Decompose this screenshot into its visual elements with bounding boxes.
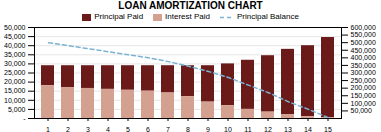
svg-text:550,000: 550,000	[351, 31, 376, 38]
svg-text:200,000: 200,000	[351, 84, 376, 91]
svg-text:35,000: 35,000	[4, 51, 26, 58]
html-text:Principal Balance: Principal Balance	[237, 12, 299, 21]
svg-text:500,000: 500,000	[351, 39, 376, 46]
svg-text:2: 2	[66, 126, 70, 132]
svg-text:100,000: 100,000	[351, 100, 376, 107]
svg-text:150,000: 150,000	[351, 92, 376, 99]
svg-text:45,000: 45,000	[4, 33, 26, 40]
svg-text:450,000: 450,000	[351, 46, 376, 53]
svg-text:250,000: 250,000	[351, 77, 376, 84]
svg-text:3: 3	[86, 126, 90, 132]
svg-text:7: 7	[166, 126, 170, 132]
svg-text:50,000: 50,000	[4, 24, 26, 31]
svg-text:13: 13	[284, 126, 292, 132]
svg-text:5: 5	[126, 126, 130, 132]
svg-text:600,000: 600,000	[351, 24, 376, 31]
svg-text:4: 4	[106, 126, 110, 132]
svg-text:5,000: 5,000	[8, 106, 26, 113]
svg-text:20,000: 20,000	[4, 78, 26, 85]
svg-text:15,000: 15,000	[4, 87, 26, 94]
svg-text:11: 11	[244, 126, 251, 132]
svg-text:9: 9	[206, 126, 210, 132]
svg-text:-: -	[23, 115, 26, 122]
svg-text:6: 6	[146, 126, 150, 132]
svg-text:14: 14	[304, 126, 312, 132]
svg-text:50,000: 50,000	[351, 107, 373, 114]
svg-text:350,000: 350,000	[351, 62, 376, 69]
svg-text:400,000: 400,000	[351, 54, 376, 61]
svg-text:15: 15	[324, 126, 332, 132]
svg-text:40,000: 40,000	[4, 42, 26, 49]
svg-text:10,000: 10,000	[4, 97, 26, 104]
html-text:LOAN AMORTIZATION CHART: LOAN AMORTIZATION CHART	[118, 0, 263, 11]
svg-text:300,000: 300,000	[351, 69, 376, 76]
html-text:Principal Paid: Principal Paid	[94, 12, 144, 21]
svg-text:10: 10	[224, 126, 232, 132]
svg-text:30,000: 30,000	[4, 60, 26, 67]
svg-text:1: 1	[46, 126, 50, 132]
html-text:Interest Paid: Interest Paid	[165, 12, 210, 21]
svg-text:8: 8	[186, 126, 190, 132]
svg-text:25,000: 25,000	[4, 69, 26, 76]
svg-text:12: 12	[264, 126, 272, 132]
